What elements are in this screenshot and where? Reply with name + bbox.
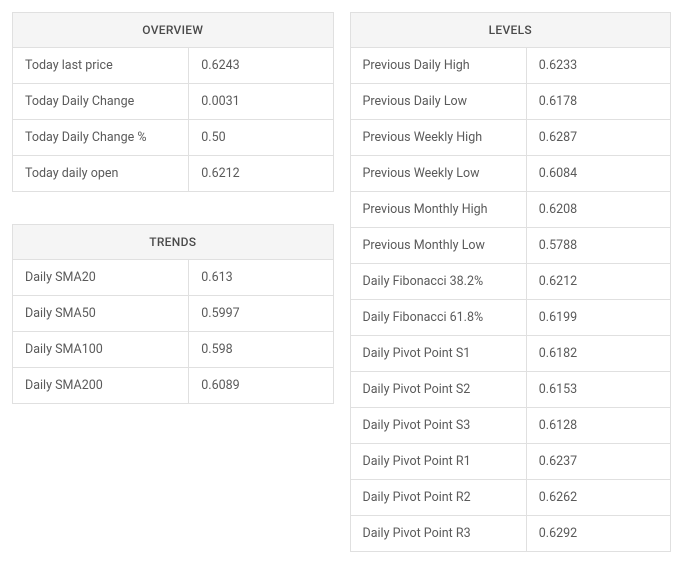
row-value: 0.613 xyxy=(189,260,333,296)
row-label: Previous Daily High xyxy=(350,48,526,84)
table-row: Previous Weekly Low0.6084 xyxy=(350,156,671,192)
row-label: Daily SMA200 xyxy=(13,368,189,404)
row-value: 0.598 xyxy=(189,332,333,368)
right-column: LEVELS Previous Daily High0.6233Previous… xyxy=(350,12,672,552)
row-value: 0.0031 xyxy=(189,84,333,120)
row-value: 0.6287 xyxy=(526,120,670,156)
row-label: Today Daily Change xyxy=(13,84,189,120)
left-column: OVERVIEW Today last price0.6243Today Dai… xyxy=(12,12,334,552)
table-row: Today last price0.6243 xyxy=(13,48,334,84)
trends-title: TRENDS xyxy=(13,225,334,260)
table-row: Daily Fibonacci 61.8%0.6199 xyxy=(350,300,671,336)
table-row: Daily SMA1000.598 xyxy=(13,332,334,368)
row-label: Previous Daily Low xyxy=(350,84,526,120)
levels-title: LEVELS xyxy=(350,13,671,48)
row-value: 0.6233 xyxy=(526,48,670,84)
row-label: Daily Fibonacci 61.8% xyxy=(350,300,526,336)
table-row: Daily Pivot Point R10.6237 xyxy=(350,444,671,480)
table-row: Previous Monthly Low0.5788 xyxy=(350,228,671,264)
trends-body: Daily SMA200.613Daily SMA500.5997Daily S… xyxy=(13,260,334,404)
row-label: Daily Pivot Point S3 xyxy=(350,408,526,444)
table-row: Previous Monthly High0.6208 xyxy=(350,192,671,228)
table-row: Daily Pivot Point R20.6262 xyxy=(350,480,671,516)
trends-table: TRENDS Daily SMA200.613Daily SMA500.5997… xyxy=(12,224,334,404)
row-value: 0.6089 xyxy=(189,368,333,404)
row-value: 0.6212 xyxy=(189,156,333,192)
row-label: Daily Pivot Point S1 xyxy=(350,336,526,372)
overview-body: Today last price0.6243Today Daily Change… xyxy=(13,48,334,192)
levels-body: Previous Daily High0.6233Previous Daily … xyxy=(350,48,671,552)
row-value: 0.50 xyxy=(189,120,333,156)
row-value: 0.6212 xyxy=(526,264,670,300)
row-label: Daily Pivot Point R1 xyxy=(350,444,526,480)
row-label: Daily SMA20 xyxy=(13,260,189,296)
table-row: Today daily open0.6212 xyxy=(13,156,334,192)
row-label: Previous Weekly High xyxy=(350,120,526,156)
table-row: Daily Pivot Point S30.6128 xyxy=(350,408,671,444)
levels-table: LEVELS Previous Daily High0.6233Previous… xyxy=(350,12,672,552)
table-row: Previous Weekly High0.6287 xyxy=(350,120,671,156)
row-value: 0.6243 xyxy=(189,48,333,84)
row-label: Previous Weekly Low xyxy=(350,156,526,192)
table-row: Daily Pivot Point R30.6292 xyxy=(350,516,671,552)
row-value: 0.5788 xyxy=(526,228,670,264)
row-value: 0.6292 xyxy=(526,516,670,552)
row-value: 0.6153 xyxy=(526,372,670,408)
row-label: Daily Pivot Point R2 xyxy=(350,480,526,516)
row-value: 0.6178 xyxy=(526,84,670,120)
row-label: Daily SMA50 xyxy=(13,296,189,332)
row-label: Daily Pivot Point S2 xyxy=(350,372,526,408)
table-row: Previous Daily High0.6233 xyxy=(350,48,671,84)
row-label: Previous Monthly High xyxy=(350,192,526,228)
row-label: Daily Fibonacci 38.2% xyxy=(350,264,526,300)
row-label: Daily SMA100 xyxy=(13,332,189,368)
layout-container: OVERVIEW Today last price0.6243Today Dai… xyxy=(12,12,671,552)
overview-table: OVERVIEW Today last price0.6243Today Dai… xyxy=(12,12,334,192)
row-value: 0.6182 xyxy=(526,336,670,372)
row-value: 0.6208 xyxy=(526,192,670,228)
table-row: Previous Daily Low0.6178 xyxy=(350,84,671,120)
table-row: Today Daily Change0.0031 xyxy=(13,84,334,120)
row-value: 0.6199 xyxy=(526,300,670,336)
table-row: Daily SMA200.613 xyxy=(13,260,334,296)
row-value: 0.5997 xyxy=(189,296,333,332)
row-label: Previous Monthly Low xyxy=(350,228,526,264)
table-row: Daily SMA2000.6089 xyxy=(13,368,334,404)
table-row: Today Daily Change %0.50 xyxy=(13,120,334,156)
table-row: Daily Pivot Point S20.6153 xyxy=(350,372,671,408)
row-value: 0.6262 xyxy=(526,480,670,516)
overview-title: OVERVIEW xyxy=(13,13,334,48)
row-value: 0.6084 xyxy=(526,156,670,192)
row-value: 0.6128 xyxy=(526,408,670,444)
table-row: Daily Pivot Point S10.6182 xyxy=(350,336,671,372)
row-label: Daily Pivot Point R3 xyxy=(350,516,526,552)
row-label: Today Daily Change % xyxy=(13,120,189,156)
row-label: Today daily open xyxy=(13,156,189,192)
table-row: Daily SMA500.5997 xyxy=(13,296,334,332)
row-value: 0.6237 xyxy=(526,444,670,480)
table-row: Daily Fibonacci 38.2%0.6212 xyxy=(350,264,671,300)
row-label: Today last price xyxy=(13,48,189,84)
